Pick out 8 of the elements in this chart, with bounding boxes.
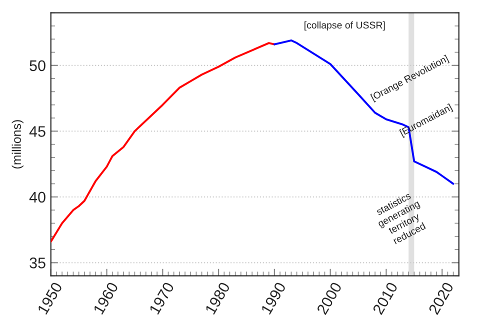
y-tick-label: 45 (29, 126, 46, 137)
y-tick-label: 35 (30, 258, 46, 268)
y-tick-label: 40 (29, 192, 46, 203)
line-series (273, 39, 454, 185)
y-tick-label: 50 (30, 60, 46, 72)
annotation: [collapse of USSR] (304, 21, 385, 30)
y-axis-title: (millions) (12, 120, 24, 169)
line-series (50, 42, 276, 243)
